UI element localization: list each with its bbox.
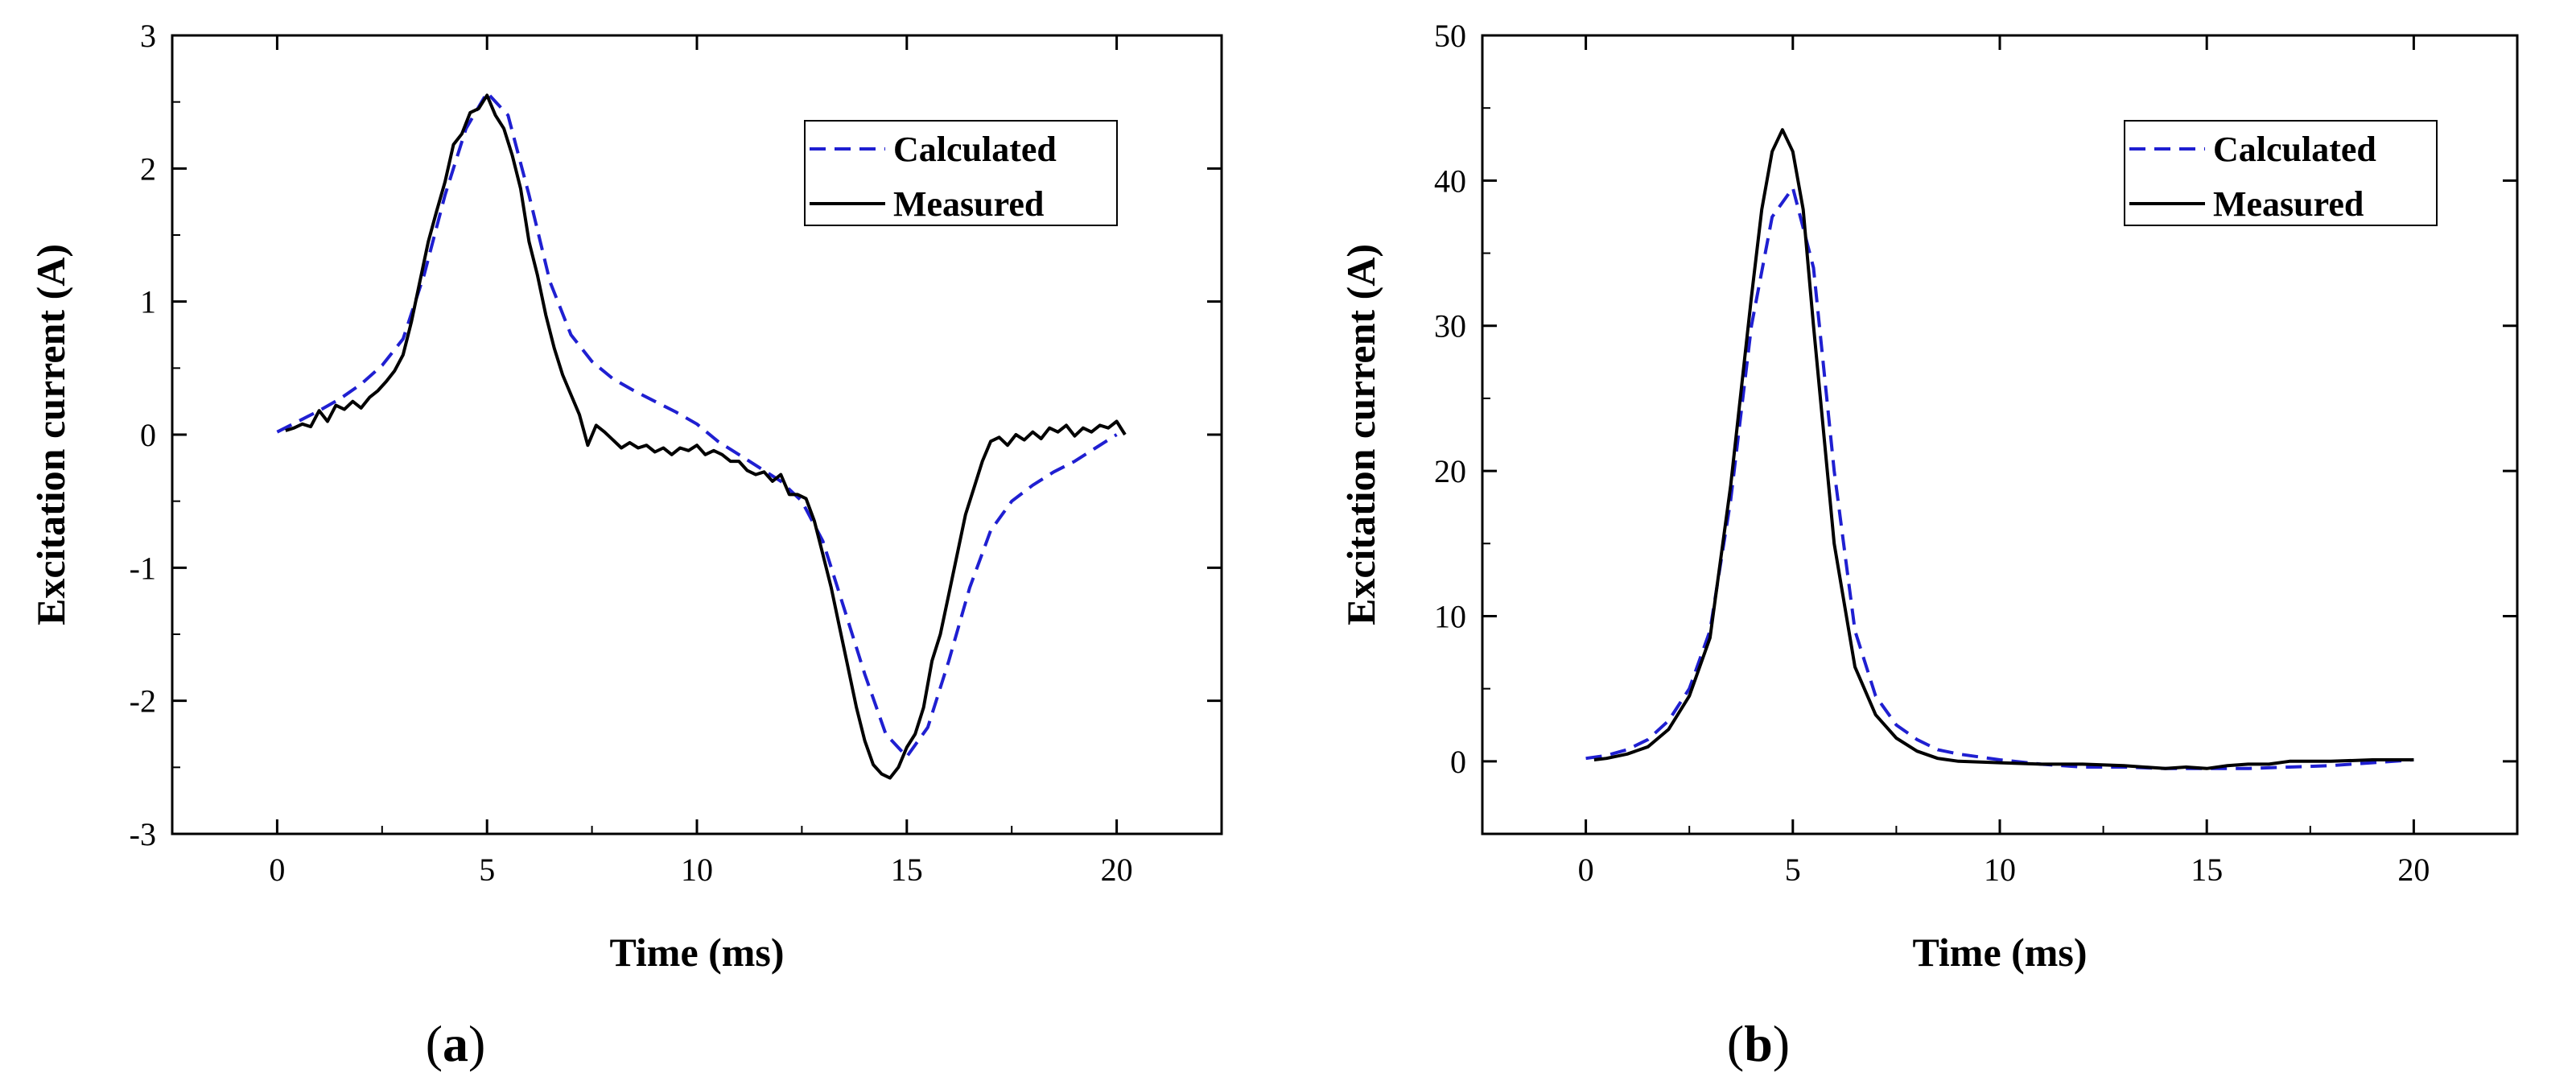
y-tick-label: 50 bbox=[1434, 18, 1466, 54]
legend-label-calculated: Calculated bbox=[2213, 130, 2376, 169]
series-line-calculated bbox=[1585, 186, 2414, 770]
x-tick-label: 5 bbox=[479, 852, 495, 888]
panel-label: (a) bbox=[426, 1015, 486, 1072]
legend: Calculated Measured bbox=[804, 120, 1118, 226]
x-tick-label: 20 bbox=[1101, 852, 1133, 888]
chart-panel-a: 0 5 10 15 20 -3 -2 -1 0 1 2 3 Time (ms) Excitation cu… bbox=[28, 18, 1223, 1072]
x-tick-label: 0 bbox=[269, 852, 285, 888]
series-line-measured bbox=[285, 93, 1127, 780]
y-tick-label: 10 bbox=[1434, 598, 1466, 634]
x-tick-label: 10 bbox=[681, 852, 713, 888]
y-tick-label: 3 bbox=[140, 18, 156, 54]
y-tick-label: -2 bbox=[130, 683, 156, 720]
x-tick-label: 5 bbox=[1785, 852, 1801, 888]
y-tick-label: -1 bbox=[130, 550, 156, 586]
y-tick-label: 0 bbox=[1450, 744, 1466, 780]
panel-letter: b bbox=[1744, 1015, 1773, 1072]
legend-box bbox=[804, 120, 1118, 226]
panel-label: (b) bbox=[1727, 1015, 1790, 1072]
y-tick-label: 20 bbox=[1434, 453, 1466, 489]
x-tick-label: 10 bbox=[1984, 852, 2016, 888]
legend-box bbox=[2124, 120, 2438, 226]
legend-label-calculated: Calculated bbox=[893, 130, 1057, 169]
series-line-measured bbox=[1593, 128, 2414, 770]
y-axis-title: Excitation current (A) bbox=[1338, 244, 1383, 625]
chart-panel-b: 0 5 10 15 20 0 10 20 30 40 50 Time (ms) Excitation c… bbox=[1338, 18, 2519, 1072]
y-tick-label: 1 bbox=[140, 284, 156, 320]
y-tick-label: 30 bbox=[1434, 308, 1466, 344]
panel-letter: a bbox=[443, 1015, 468, 1072]
x-tick-label: 15 bbox=[891, 852, 923, 888]
y-axis-title: Excitation current (A) bbox=[28, 244, 73, 625]
x-tick-label: 20 bbox=[2397, 852, 2430, 888]
y-tick-label: -3 bbox=[130, 816, 156, 852]
y-tick-label: 0 bbox=[140, 417, 156, 453]
legend-label-measured: Measured bbox=[2213, 184, 2364, 224]
x-axis-title: Time (ms) bbox=[609, 930, 784, 975]
x-axis-title: Time (ms) bbox=[1912, 930, 2087, 975]
legend: Calculated Measured bbox=[2124, 120, 2438, 226]
x-tick-label: 15 bbox=[2191, 852, 2223, 888]
legend-label-measured: Measured bbox=[893, 184, 1044, 224]
x-tick-label: 0 bbox=[1578, 852, 1594, 888]
y-tick-label: 40 bbox=[1434, 163, 1466, 199]
y-tick-label: 2 bbox=[140, 151, 156, 187]
